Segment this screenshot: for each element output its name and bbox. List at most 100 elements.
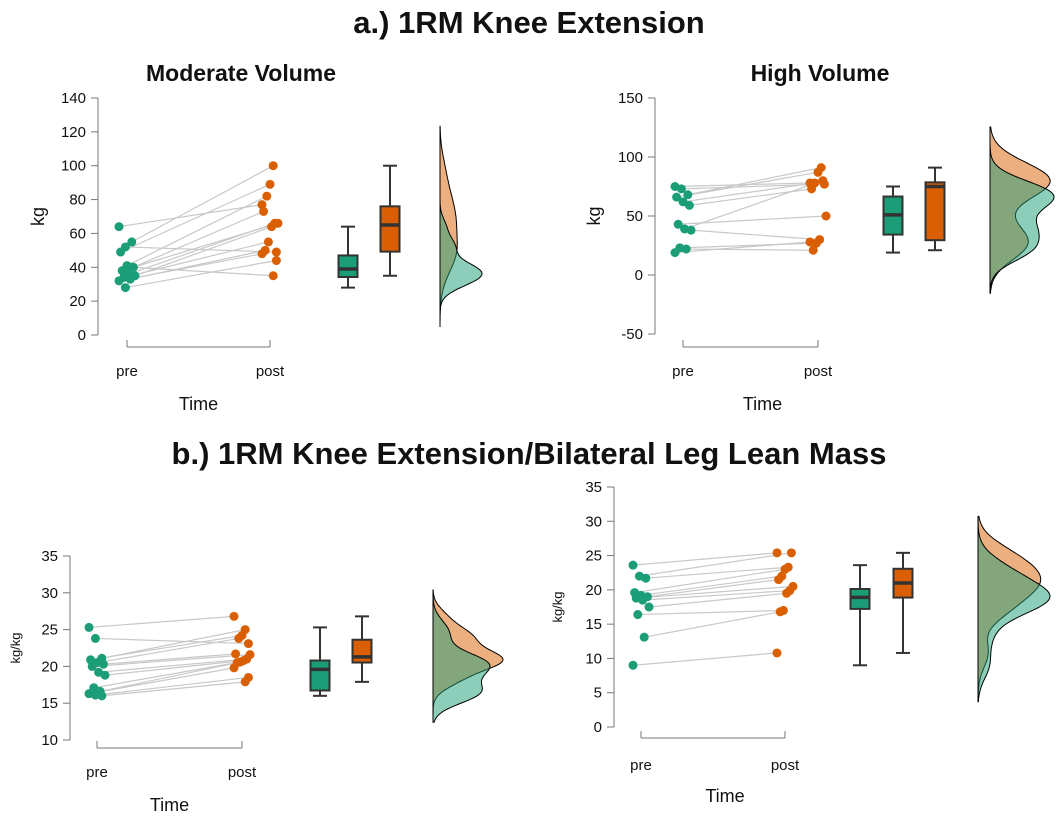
paired-line xyxy=(92,654,251,667)
point-pre xyxy=(120,283,130,293)
boxplot-post xyxy=(379,164,401,277)
y-tick-label: 0 xyxy=(594,719,602,736)
paired-line xyxy=(637,609,784,616)
y-tick-label: 120 xyxy=(61,124,86,141)
x-tick-label-post: post xyxy=(804,363,833,380)
point-post xyxy=(262,191,272,201)
boxplot-post xyxy=(892,551,914,654)
y-axis-label: kg/kg xyxy=(8,632,23,663)
point-post xyxy=(772,548,782,558)
x-tick-label-post: post xyxy=(256,363,285,380)
x-tick-label-post: post xyxy=(771,757,800,774)
y-tick-label: 0 xyxy=(635,267,643,284)
point-pre xyxy=(638,595,648,605)
point-pre xyxy=(116,247,126,257)
paired-line xyxy=(632,652,778,666)
y-tick-label: 30 xyxy=(585,513,602,530)
point-pre xyxy=(644,602,654,612)
paired-line xyxy=(118,253,263,282)
paired-line xyxy=(645,566,789,579)
paired-line xyxy=(95,637,249,645)
paired-line xyxy=(674,241,811,254)
box-iqr xyxy=(924,181,946,242)
box-iqr xyxy=(337,254,359,279)
x-axis-label: Time xyxy=(179,394,218,414)
point-pre xyxy=(684,200,694,210)
point-pre xyxy=(676,184,686,194)
panel-3: 10 15 20 25 30 35 kg/kg pre post Time xyxy=(8,548,504,815)
panel-title-high: High Volume xyxy=(751,60,890,86)
point-post xyxy=(813,167,823,177)
point-pre xyxy=(628,660,638,670)
paired-line xyxy=(100,662,238,693)
paired-line xyxy=(126,195,268,267)
paired-line xyxy=(690,229,820,241)
paired-line xyxy=(90,634,243,661)
y-axis-label: kg/kg xyxy=(550,591,565,622)
paired-line xyxy=(88,667,235,695)
paired-line xyxy=(101,681,246,697)
y-tick-label: 150 xyxy=(618,90,643,107)
point-post xyxy=(782,588,792,598)
point-post xyxy=(257,200,267,210)
point-post xyxy=(259,206,269,216)
point-post xyxy=(772,648,782,658)
point-post xyxy=(818,176,828,186)
point-post xyxy=(234,633,244,643)
point-post xyxy=(821,211,831,221)
point-pre xyxy=(114,222,124,232)
density-pre xyxy=(989,127,1055,294)
paired-line xyxy=(134,226,272,277)
y-tick-label: 35 xyxy=(41,548,58,565)
y-tick-label: 140 xyxy=(61,90,86,107)
paired-line xyxy=(674,182,811,188)
paired-line xyxy=(128,222,275,275)
point-pre xyxy=(127,237,137,247)
point-pre xyxy=(681,244,691,254)
point-post xyxy=(265,179,275,189)
paired-line xyxy=(686,248,814,251)
section-b-title: b.) 1RM Knee Extension/Bilateral Leg Lea… xyxy=(172,436,887,471)
paired-line xyxy=(634,568,786,594)
panel-2: -50 0 50 100 150 kg pre post Time xyxy=(584,90,1055,414)
paired-line xyxy=(95,676,249,696)
paired-line xyxy=(133,210,264,268)
x-tick-label-pre: pre xyxy=(86,764,108,781)
paired-line xyxy=(103,653,236,665)
paired-line xyxy=(125,259,277,289)
point-post xyxy=(268,271,278,281)
panel-title-moderate: Moderate Volume xyxy=(146,60,336,86)
paired-line xyxy=(120,183,271,253)
point-post xyxy=(271,247,281,257)
y-tick-label: 20 xyxy=(41,658,58,675)
point-post xyxy=(243,639,253,649)
y-axis-label: kg xyxy=(584,206,604,225)
point-pre xyxy=(100,670,110,680)
density-pre xyxy=(439,126,483,327)
y-tick-label: 35 xyxy=(585,479,602,496)
boxplot-post xyxy=(351,615,373,683)
y-axis-label: kg xyxy=(28,207,48,226)
paired-line xyxy=(98,658,247,673)
y-tick-label: 25 xyxy=(585,548,602,565)
point-post xyxy=(263,237,273,247)
panel-1: 0 20 40 60 80 100 120 140 kg pre post Time xyxy=(28,90,483,414)
paired-line xyxy=(93,661,241,689)
y-tick-label: 30 xyxy=(41,585,58,602)
point-pre xyxy=(633,610,643,620)
paired-line xyxy=(647,578,779,598)
box-iqr xyxy=(379,205,401,253)
point-pre xyxy=(628,560,638,570)
x-tick-label-pre: pre xyxy=(630,757,652,774)
point-post xyxy=(257,249,267,259)
y-tick-label: 25 xyxy=(41,622,58,639)
point-pre xyxy=(127,262,137,272)
point-pre xyxy=(114,276,124,286)
box-iqr xyxy=(351,638,373,664)
paired-line xyxy=(682,182,815,203)
paired-line xyxy=(632,552,778,566)
paired-line xyxy=(648,592,787,608)
density-pre xyxy=(432,589,491,723)
paired-line xyxy=(101,629,246,659)
